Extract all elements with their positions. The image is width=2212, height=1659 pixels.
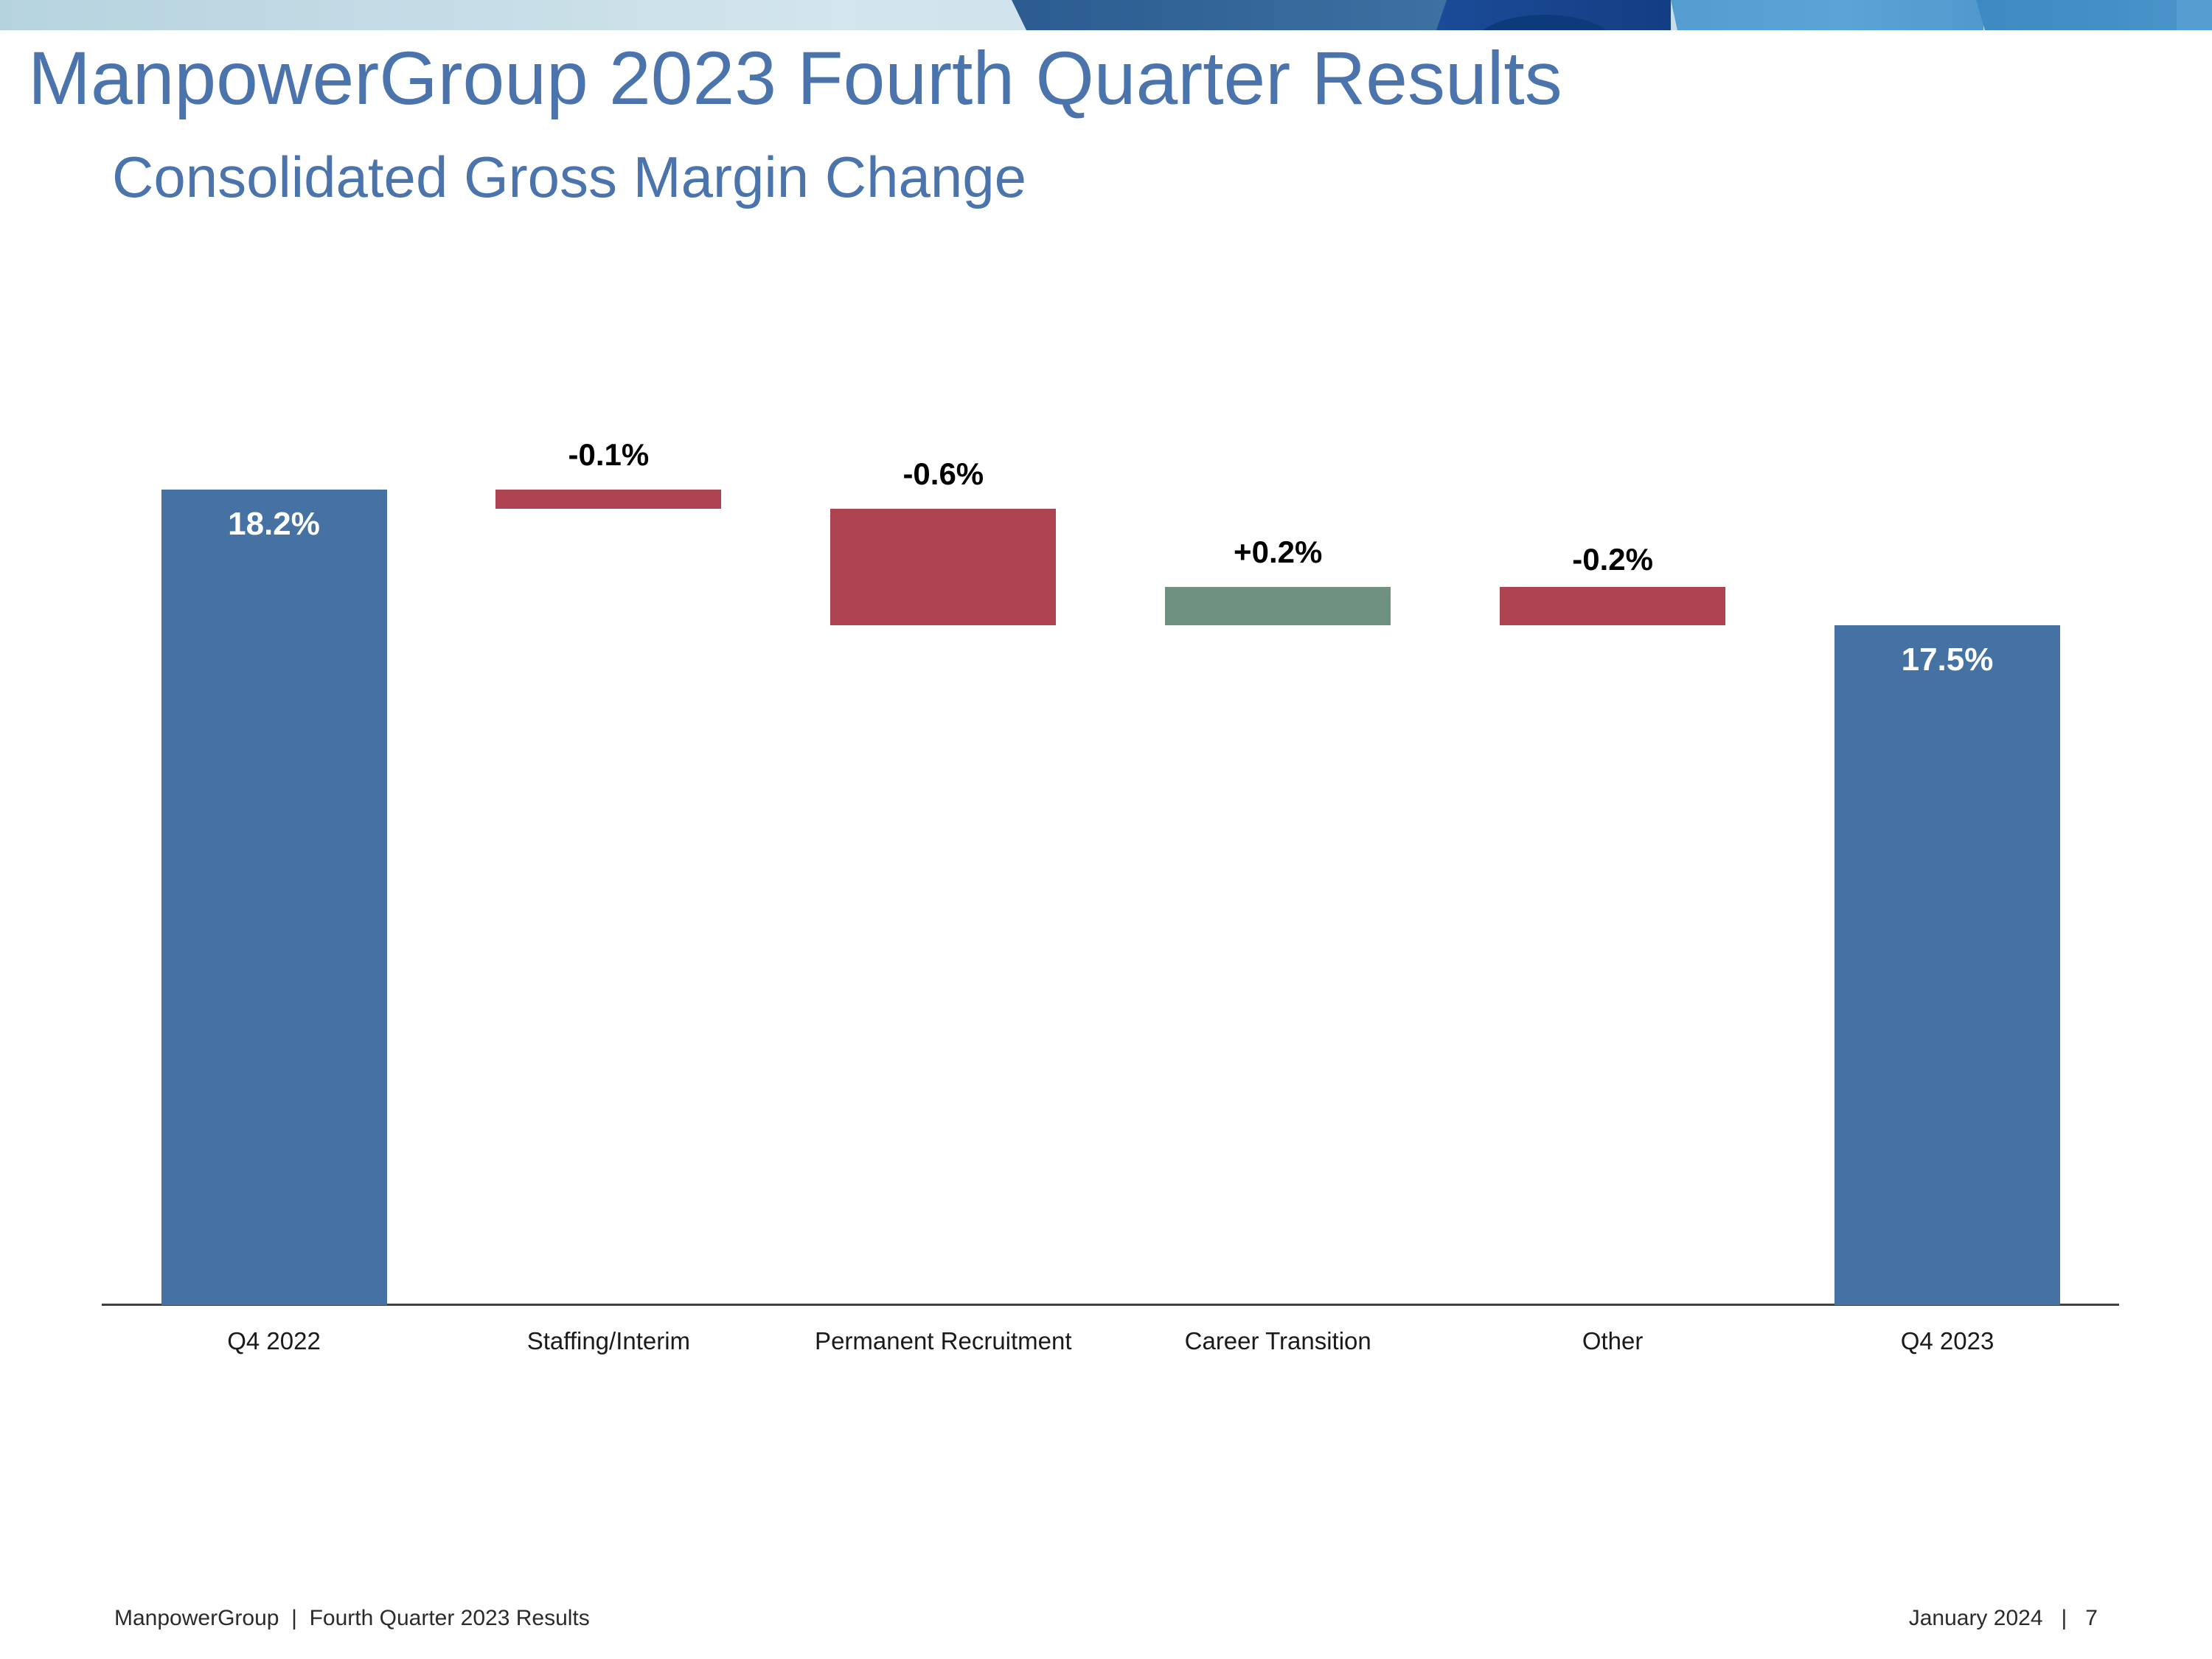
slide-subtitle: Consolidated Gross Margin Change (112, 145, 1027, 209)
footer-right-text: January 2024 | 7 (1908, 1606, 2098, 1630)
banner-shape-light-blue (1671, 0, 1983, 30)
waterfall-bar-other (1500, 586, 1726, 626)
delta-label-permanent-recruitment: -0.6% (902, 456, 984, 492)
category-label-q4-2022: Q4 2022 (227, 1327, 321, 1354)
waterfall-bar-career-transition (1165, 586, 1391, 626)
waterfall-bar-q4-2022 (161, 490, 387, 1305)
banner-shape-medium-blue (1012, 0, 1448, 30)
waterfall-bar-q4-2023 (1834, 625, 2060, 1305)
bar-value-label-q4-2023: 17.5% (1901, 641, 1994, 678)
category-label-permanent-recruitment: Permanent Recruitment (815, 1327, 1072, 1354)
delta-label-career-transition: +0.2% (1234, 534, 1323, 569)
bar-value-label-q4-2022: 18.2% (228, 506, 320, 542)
footer-left-text: ManpowerGroup | Fourth Quarter 2023 Resu… (114, 1606, 590, 1630)
top-banner-decoration (0, 0, 2212, 30)
delta-label-staffing-interim: -0.1% (568, 437, 650, 472)
slide-title: ManpowerGroup 2023 Fourth Quarter Result… (28, 36, 1562, 120)
banner-shape-right-edge (2177, 0, 2212, 30)
chart-baseline (102, 1304, 2119, 1306)
category-label-career-transition: Career Transition (1184, 1327, 1371, 1354)
banner-shape-dark-circle (1475, 15, 1615, 30)
banner-shape-sky-blue (1976, 0, 2178, 30)
waterfall-bar-permanent-recruitment (830, 509, 1057, 626)
waterfall-bar-staffing-interim (495, 490, 722, 509)
category-label-staffing-interim: Staffing/Interim (526, 1327, 691, 1354)
category-label-q4-2023: Q4 2023 (1900, 1327, 1994, 1354)
delta-label-other: -0.2% (1572, 541, 1653, 577)
category-label-other: Other (1582, 1327, 1644, 1354)
